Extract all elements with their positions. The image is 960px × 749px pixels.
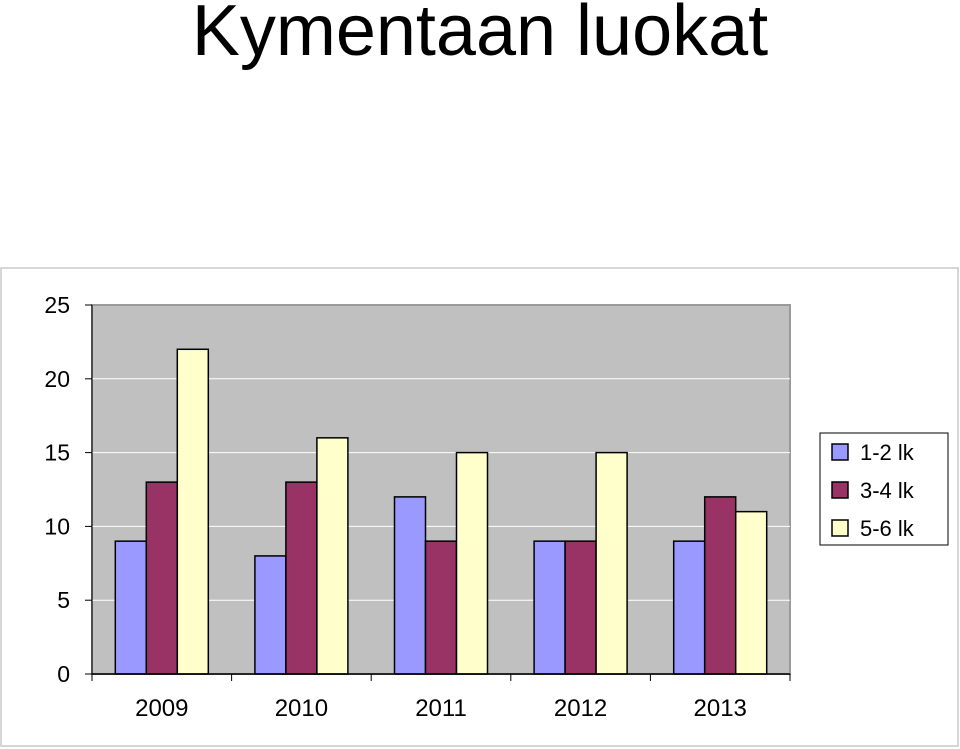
legend-entry-label: 1-2 lk: [860, 440, 915, 465]
legend-swatch: [831, 481, 849, 499]
y-tick-label: 10: [44, 513, 70, 539]
legend-entry-label: 5-6 lk: [860, 516, 915, 541]
bar-3-4-lk-2010: [285, 481, 318, 675]
x-category-labels: 2009 2010 2011 2012 2013: [135, 695, 747, 722]
legend-entry-label: 3-4 lk: [860, 478, 915, 503]
x-category-label: 2013: [694, 695, 747, 722]
bar-5-6-lk-2009: [176, 348, 210, 675]
bar-1-2-lk-2009: [114, 540, 148, 675]
bar-3-4-lk-2013: [703, 496, 737, 675]
bar-5-6-lk-2013: [734, 510, 768, 675]
bar-3-4-lk-2012: [564, 540, 597, 675]
slide-title: Kymentaan luokat: [191, 0, 769, 71]
x-category-label: 2010: [275, 695, 328, 722]
bar-5-6-lk-2012: [595, 451, 628, 675]
bars: [114, 348, 768, 675]
x-category-label: 2011: [415, 695, 467, 722]
bar-5-6-lk-2011: [455, 451, 489, 675]
legend-swatch: [831, 443, 849, 461]
y-tick-labels: 0 5 10 15 20 25: [44, 292, 70, 687]
bar-1-2-lk-2011: [393, 496, 427, 675]
y-tick-label: 0: [57, 661, 70, 687]
y-tick-label: 25: [44, 292, 70, 318]
bar-1-2-lk-2012: [533, 540, 566, 675]
y-tick-label: 20: [44, 366, 70, 392]
bar-5-6-lk-2010: [316, 437, 349, 675]
bar-1-2-lk-2010: [254, 555, 287, 675]
bar-1-2-lk-2013: [672, 540, 706, 675]
legend-swatch: [831, 519, 849, 537]
bar-3-4-lk-2011: [424, 540, 458, 675]
axes: [85, 304, 791, 681]
y-tick-label: 5: [57, 587, 70, 613]
y-tick-label: 15: [44, 440, 70, 466]
x-category-label: 2012: [554, 695, 607, 722]
legend: 1-2 lk 3-4 lk 5-6 lk: [819, 432, 949, 546]
bar-3-4-lk-2009: [145, 481, 179, 675]
x-category-label: 2009: [135, 695, 188, 722]
